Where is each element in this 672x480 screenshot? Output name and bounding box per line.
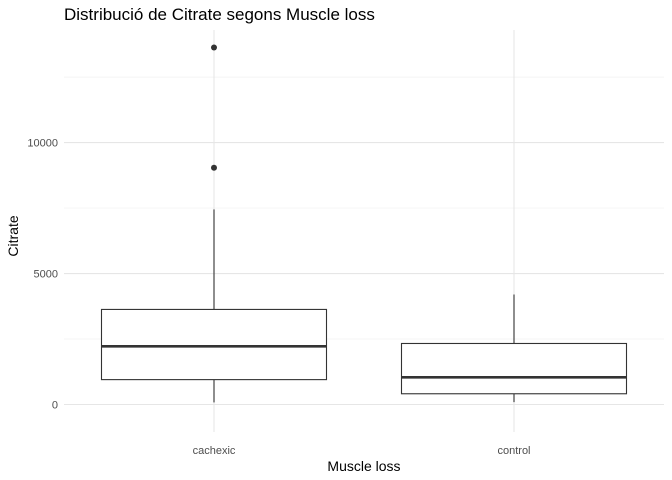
boxplots bbox=[100, 44, 628, 403]
outlier-cachexic-0 bbox=[211, 164, 217, 171]
box-cachexic bbox=[100, 308, 328, 381]
x-axis-title: Muscle loss bbox=[327, 458, 400, 474]
grid-lines bbox=[64, 30, 664, 432]
boxplot-control bbox=[400, 294, 628, 403]
boxplot-cachexic bbox=[100, 44, 328, 403]
x-tick-label-control: control bbox=[497, 445, 530, 457]
y-tick-label-1: 5000 bbox=[34, 269, 58, 281]
x-tick-label-cachexic: cachexic bbox=[193, 445, 236, 457]
y-axis-title: Citrate bbox=[5, 215, 21, 256]
chart-title: Distribució de Citrate segons Muscle los… bbox=[64, 5, 375, 24]
box-control bbox=[400, 342, 628, 395]
y-tick-label-0: 0 bbox=[52, 400, 58, 412]
tick-labels: 0 5000 10000 cachexic control bbox=[27, 138, 530, 457]
y-tick-label-2: 10000 bbox=[27, 138, 58, 150]
outlier-cachexic-1 bbox=[211, 44, 217, 51]
